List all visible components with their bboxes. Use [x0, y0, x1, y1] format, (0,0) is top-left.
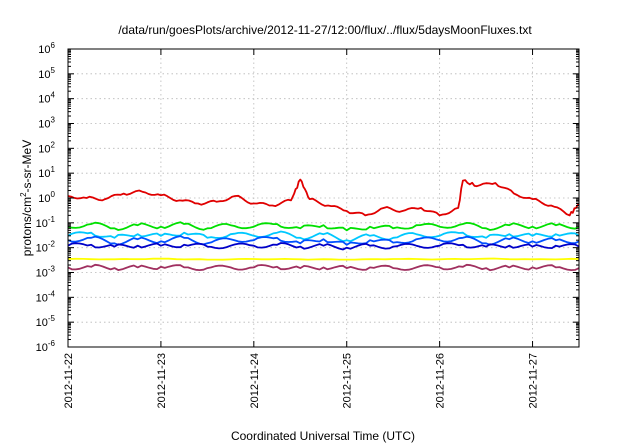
y-tick-label: 101 [38, 165, 55, 180]
y-tick-label: 10-2 [36, 240, 56, 255]
y-tick-label: 10-4 [36, 289, 56, 304]
y-tick-base: 10 [38, 44, 50, 56]
y-tick-exp: -1 [48, 215, 56, 224]
y-tick-exp: -3 [48, 265, 56, 274]
series-line-3 [67, 230, 580, 243]
y-axis: 10610510410310210110010-110-210-310-410-… [36, 41, 579, 354]
y-tick-exp: -4 [48, 289, 56, 298]
y-tick-base: 10 [36, 243, 48, 255]
y-tick-exp: 0 [51, 190, 56, 199]
x-axis: 2012-11-22 2012-11-23 2012-11-24 2012-11-25… [63, 49, 540, 408]
y-tick-exp: -5 [48, 314, 56, 323]
y-tick-label: 10-5 [36, 314, 56, 329]
chart-title: /data/run/goesPlots/archive/2012-11-27/1… [118, 23, 532, 37]
y-tick-label: 100 [38, 190, 55, 205]
y-axis-label-rest: -s-sr-MeV [20, 140, 34, 193]
y-tick-base: 10 [38, 94, 50, 106]
y-tick-exp: 6 [51, 41, 56, 50]
x-tick-label: 2012-11-27 [528, 353, 540, 408]
series-line-1 [67, 257, 580, 261]
y-tick-exp: 4 [51, 91, 56, 100]
y-tick-exp: 2 [51, 140, 56, 149]
y-tick-label: 10-1 [36, 215, 56, 230]
y-tick-base: 10 [36, 292, 48, 304]
y-tick-label: 106 [38, 41, 55, 56]
series-line-7 [67, 178, 580, 217]
y-tick-label: 103 [38, 116, 55, 131]
y-axis-label: protons/cm2-s-sr-MeV [19, 140, 34, 256]
series-line-5 [67, 242, 580, 251]
x-tick-label: 2012-11-24 [249, 353, 261, 408]
y-axis-label-base: protons/cm [20, 197, 34, 256]
y-tick-base: 10 [38, 143, 50, 155]
y-tick-label: 104 [38, 91, 55, 106]
grid [68, 49, 579, 347]
y-axis-label-sup: 2 [19, 192, 28, 197]
y-tick-exp: 1 [51, 165, 56, 174]
x-tick-label: 2012-11-26 [435, 353, 447, 408]
y-tick-base: 10 [36, 342, 48, 354]
y-tick-label: 102 [38, 140, 55, 155]
x-axis-label: Coordinated Universal Time (UTC) [231, 429, 415, 443]
series-group [67, 178, 580, 272]
series-line-4 [67, 235, 580, 246]
x-tick-label: 2012-11-22 [63, 353, 75, 408]
y-tick-exp: 3 [51, 116, 56, 125]
y-tick-base: 10 [36, 317, 48, 329]
y-tick-label: 10-3 [36, 265, 56, 280]
y-tick-base: 10 [38, 193, 50, 205]
series-line-6 [67, 263, 580, 272]
series-line-2 [67, 221, 580, 232]
y-tick-label: 10-6 [36, 339, 56, 354]
y-tick-exp: 5 [51, 66, 56, 75]
y-tick-label: 105 [38, 66, 55, 81]
y-tick-base: 10 [38, 119, 50, 131]
y-tick-base: 10 [38, 69, 50, 81]
y-tick-exp: -6 [48, 339, 56, 348]
y-tick-base: 10 [36, 218, 48, 230]
x-tick-label: 2012-11-23 [156, 353, 168, 408]
y-tick-base: 10 [38, 168, 50, 180]
y-tick-base: 10 [36, 268, 48, 280]
y-tick-exp: -2 [48, 240, 56, 249]
x-tick-label: 2012-11-25 [342, 353, 354, 408]
